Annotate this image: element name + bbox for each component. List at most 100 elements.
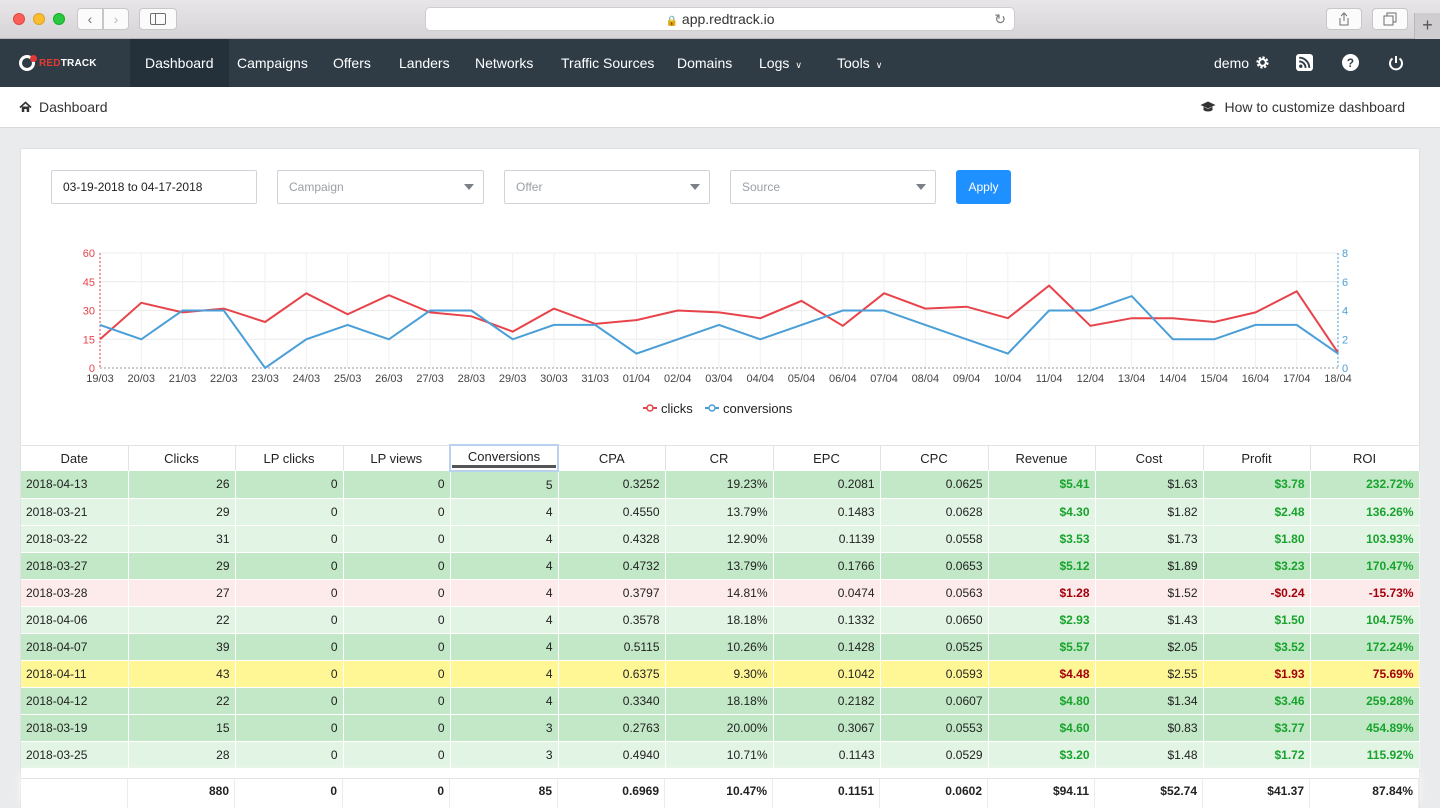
cell-lp-views: 0 bbox=[343, 741, 450, 768]
browser-toolbar: ‹ › 🔒 app.redtrack.io ↻ + bbox=[0, 0, 1440, 39]
cell-roi: 103.93% bbox=[1310, 525, 1419, 552]
x-tick-label: 04/04 bbox=[747, 373, 775, 385]
column-header-roi[interactable]: ROI bbox=[1310, 445, 1419, 471]
total-date bbox=[21, 779, 128, 808]
y-tick-right-label: 6 bbox=[1342, 277, 1348, 289]
column-header-conversions[interactable]: Conversions bbox=[450, 445, 558, 471]
column-header-cpc[interactable]: CPC bbox=[880, 445, 988, 471]
cell-cost: $1.52 bbox=[1095, 579, 1203, 606]
x-tick-label: 17/04 bbox=[1283, 373, 1311, 385]
table-row[interactable]: 2018-04-07 39 0 0 4 0.5115 10.26% 0.1428 0.0525 $… bbox=[21, 633, 1419, 660]
x-tick-label: 20/03 bbox=[128, 373, 156, 385]
user-menu[interactable]: demo bbox=[1214, 39, 1270, 87]
table-row[interactable]: 2018-03-28 27 0 0 4 0.3797 14.81% 0.0474 0.0563 $… bbox=[21, 579, 1419, 606]
cell-lp-clicks: 0 bbox=[235, 552, 343, 579]
source-select[interactable]: Source bbox=[730, 170, 936, 204]
nav-tools[interactable]: Tools ∨ bbox=[822, 39, 897, 87]
y-tick-left-label: 30 bbox=[83, 306, 95, 318]
cell-roi: 454.89% bbox=[1310, 714, 1419, 741]
table-row[interactable]: 2018-04-06 22 0 0 4 0.3578 18.18% 0.1332 0.0650 $… bbox=[21, 606, 1419, 633]
table-row[interactable]: 2018-03-27 29 0 0 4 0.4732 13.79% 0.1766 0.0653 $… bbox=[21, 552, 1419, 579]
cell-cr: 10.71% bbox=[665, 741, 773, 768]
nav-label: Dashboard bbox=[145, 55, 214, 71]
breadcrumb-dashboard[interactable]: Dashboard bbox=[19, 99, 108, 115]
offer-select[interactable]: Offer bbox=[504, 170, 710, 204]
chevron-left-icon: ‹ bbox=[88, 11, 93, 27]
table-row[interactable]: 2018-04-13 26 0 0 5 0.3252 19.23% 0.2081 0.0625 $… bbox=[21, 471, 1419, 498]
cell-cpa: 0.4328 bbox=[558, 525, 665, 552]
rss-button[interactable] bbox=[1296, 39, 1313, 87]
new-tab-button[interactable]: + bbox=[1414, 13, 1440, 39]
table-row[interactable]: 2018-03-21 29 0 0 4 0.4550 13.79% 0.1483 0.0628 $… bbox=[21, 498, 1419, 525]
offer-placeholder: Offer bbox=[516, 180, 542, 194]
redtrack-logo[interactable]: REDTRACK bbox=[19, 54, 97, 72]
date-range-input[interactable] bbox=[51, 170, 257, 204]
cell-date: 2018-03-28 bbox=[21, 579, 128, 606]
cell-cpa: 0.4732 bbox=[558, 552, 665, 579]
cell-cpc: 0.0553 bbox=[880, 714, 988, 741]
column-header-date[interactable]: Date bbox=[21, 445, 128, 471]
x-tick-label: 23/03 bbox=[251, 373, 279, 385]
user-name: demo bbox=[1214, 55, 1249, 71]
nav-offers[interactable]: Offers bbox=[318, 39, 386, 87]
nav-landers[interactable]: Landers bbox=[384, 39, 465, 87]
nav-dashboard[interactable]: Dashboard bbox=[130, 39, 229, 87]
help-button[interactable]: ? bbox=[1342, 39, 1359, 87]
tab-overview-button[interactable] bbox=[1372, 8, 1408, 30]
column-header-lp-clicks[interactable]: LP clicks bbox=[235, 445, 343, 471]
sidebar-toggle-button[interactable] bbox=[139, 8, 177, 30]
how-to-text: How to customize dashboard bbox=[1224, 99, 1405, 115]
minimize-window-icon[interactable] bbox=[33, 13, 45, 25]
cell-conversions: 4 bbox=[450, 633, 558, 660]
cell-cost: $1.34 bbox=[1095, 687, 1203, 714]
table-row[interactable]: 2018-03-19 15 0 0 3 0.2763 20.00% 0.3067 0.0553 $… bbox=[21, 714, 1419, 741]
table-row[interactable]: 2018-04-12 22 0 0 4 0.3340 18.18% 0.2182 0.0607 $… bbox=[21, 687, 1419, 714]
cell-conversions: 5 bbox=[450, 471, 558, 498]
campaign-select[interactable]: Campaign bbox=[277, 170, 484, 204]
x-tick-label: 16/04 bbox=[1242, 373, 1270, 385]
forward-button[interactable]: › bbox=[103, 8, 129, 30]
close-window-icon[interactable] bbox=[13, 13, 25, 25]
zoom-window-icon[interactable] bbox=[53, 13, 65, 25]
column-header-revenue[interactable]: Revenue bbox=[988, 445, 1095, 471]
cell-date: 2018-04-11 bbox=[21, 660, 128, 687]
x-tick-label: 09/04 bbox=[953, 373, 981, 385]
table-row[interactable]: 2018-04-11 43 0 0 4 0.6375 9.30% 0.1042 0.0593 $4… bbox=[21, 660, 1419, 687]
logo-text-red: RED bbox=[39, 58, 61, 69]
logout-button[interactable] bbox=[1388, 39, 1404, 87]
cell-cost: $2.55 bbox=[1095, 660, 1203, 687]
column-header-cost[interactable]: Cost bbox=[1095, 445, 1203, 471]
cell-cpc: 0.0628 bbox=[880, 498, 988, 525]
cell-epc: 0.1332 bbox=[773, 606, 880, 633]
nav-traffic-sources[interactable]: Traffic Sources bbox=[546, 39, 669, 87]
cell-date: 2018-03-21 bbox=[21, 498, 128, 525]
column-header-epc[interactable]: EPC bbox=[773, 445, 880, 471]
column-header-profit[interactable]: Profit bbox=[1203, 445, 1310, 471]
table-row[interactable]: 2018-03-22 31 0 0 4 0.4328 12.90% 0.1139 0.0558 $… bbox=[21, 525, 1419, 552]
nav-networks[interactable]: Networks bbox=[460, 39, 548, 87]
column-header-cr[interactable]: CR bbox=[665, 445, 773, 471]
chevron-down-icon: ∨ bbox=[795, 41, 802, 89]
nav-domains[interactable]: Domains bbox=[662, 39, 747, 87]
home-icon bbox=[19, 101, 32, 113]
nav-campaigns[interactable]: Campaigns bbox=[222, 39, 323, 87]
apply-button[interactable]: Apply bbox=[956, 170, 1011, 204]
table-row[interactable]: 2018-03-25 28 0 0 3 0.4940 10.71% 0.1143 0.0529 $… bbox=[21, 741, 1419, 768]
share-button[interactable] bbox=[1326, 8, 1362, 30]
cell-clicks: 22 bbox=[128, 687, 235, 714]
x-tick-label: 03/04 bbox=[705, 373, 733, 385]
nav-logs[interactable]: Logs ∨ bbox=[744, 39, 817, 87]
how-to-customize-link[interactable]: How to customize dashboard bbox=[1200, 99, 1405, 115]
cell-lp-clicks: 0 bbox=[235, 687, 343, 714]
total-cpa: 0.6969 bbox=[558, 779, 665, 808]
reload-icon[interactable]: ↻ bbox=[994, 8, 1006, 30]
back-button[interactable]: ‹ bbox=[77, 8, 103, 30]
column-header-lp-views[interactable]: LP views bbox=[343, 445, 450, 471]
y-tick-left-label: 60 bbox=[83, 248, 95, 260]
column-header-clicks[interactable]: Clicks bbox=[128, 445, 235, 471]
address-bar[interactable]: 🔒 app.redtrack.io ↻ bbox=[425, 7, 1015, 31]
column-header-cpa[interactable]: CPA bbox=[558, 445, 665, 471]
cell-cpa: 0.3578 bbox=[558, 606, 665, 633]
legend-label-clicks: clicks bbox=[661, 401, 693, 416]
cell-cpc: 0.0625 bbox=[880, 471, 988, 498]
